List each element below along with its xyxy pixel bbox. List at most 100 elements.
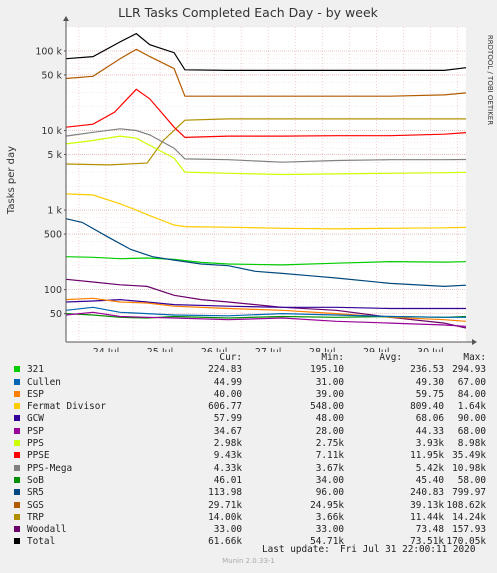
x-tick-label: 28 Jul: [309, 347, 336, 352]
legend-swatch: [14, 464, 20, 471]
legend-swatch: [14, 501, 20, 508]
legend-swatch: [14, 513, 20, 520]
y-tick-label: 500: [44, 230, 62, 241]
header-avg: Avg:: [379, 352, 402, 363]
header-max: Max:: [463, 352, 486, 363]
legend-name: PPS: [27, 438, 44, 450]
series-line-fermat-divisor: [65, 193, 467, 230]
legend-max: 84.00: [457, 388, 486, 400]
legend-avg: 11.95k: [410, 450, 444, 462]
legend-min: 54.71k: [310, 536, 344, 548]
legend-min: 548.00: [310, 401, 344, 413]
legend-cur: 33.00: [213, 524, 242, 536]
legend-swatch: [14, 427, 20, 434]
legend-name: GCW: [27, 413, 44, 425]
last-update-label: Last update:: [262, 544, 330, 555]
legend-row: Cullen 44.99 31.00 49.30 67.00: [0, 377, 497, 389]
legend-name: ESP: [27, 388, 44, 400]
legend-swatch: [14, 476, 20, 483]
y-tick-label: 100 k: [35, 46, 62, 57]
y-tick-label: 5 k: [47, 150, 62, 161]
y-tick-label: 50: [50, 309, 62, 320]
legend-swatch: [14, 390, 20, 397]
legend-min: 34.00: [315, 474, 344, 486]
x-tick-label: 27 Jul: [255, 347, 282, 352]
series-line-321: [65, 256, 467, 266]
plot-area: [66, 27, 466, 342]
legend-header: Cur: Min: Avg: Max:: [0, 352, 497, 364]
legend-min: 39.00: [315, 388, 344, 400]
legend-row: TRP 14.00k 3.66k 11.44k 14.24k: [0, 512, 497, 524]
legend-max: 8.98k: [457, 438, 486, 450]
legend-cur: 9.43k: [213, 450, 242, 462]
legend-cur: 61.66k: [208, 536, 242, 548]
x-tick-label: 24 Jul: [93, 347, 120, 352]
legend-max: 90.00: [457, 413, 486, 425]
legend-swatch: [14, 440, 20, 447]
legend-row: Woodall 33.00 33.00 73.48 157.93: [0, 524, 497, 536]
legend-name: Cullen: [27, 376, 61, 388]
legend-max: 1.64k: [457, 401, 486, 413]
legend-name: PPSE: [27, 450, 50, 462]
legend-max: 68.00: [457, 425, 486, 437]
legend-avg: 5.42k: [415, 462, 444, 474]
legend-swatch: [14, 538, 20, 545]
series-line-sgs: [65, 48, 467, 97]
header-min: Min:: [321, 352, 344, 363]
legend-name: Fermat Divisor: [27, 401, 107, 413]
legend-avg: 240.83: [410, 487, 444, 499]
legend-cur: 44.99: [213, 376, 242, 388]
legend-swatch: [14, 378, 20, 385]
legend-min: 24.95k: [310, 499, 344, 511]
legend-row: PPS 2.98k 2.75k 3.93k 8.98k: [0, 438, 497, 450]
legend-max: 67.00: [457, 376, 486, 388]
legend-row: SR5 113.98 96.00 240.83 799.97: [0, 487, 497, 499]
rrdtool-watermark: RRDTOOL / TOBI OETIKER: [486, 35, 494, 125]
legend-max: 58.00: [457, 474, 486, 486]
legend-min: 195.10: [310, 364, 344, 376]
chart-title: LLR Tasks Completed Each Day - by week: [118, 5, 379, 20]
legend-name: PPS-Mega: [27, 462, 73, 474]
legend-avg: 236.53: [410, 364, 444, 376]
y-tick-label: 10 k: [41, 126, 62, 137]
x-tick-label: 30 Jul: [417, 347, 444, 352]
legend-swatch: [14, 403, 20, 410]
legend-avg: 809.40: [410, 401, 444, 413]
legend-min: 48.00: [315, 413, 344, 425]
legend-row: GCW 57.99 48.00 68.06 90.00: [0, 413, 497, 425]
y-axis-arrow: [63, 16, 69, 21]
legend-avg: 49.30: [415, 376, 444, 388]
series-line-ppse: [65, 88, 467, 139]
series-line-psp: [65, 311, 467, 327]
legend-max: 294.93: [452, 364, 486, 376]
legend-min: 31.00: [315, 376, 344, 388]
legend-max: 108.62k: [446, 499, 486, 511]
legend-min: 3.66k: [315, 511, 344, 523]
legend-min: 96.00: [315, 487, 344, 499]
legend-name: SoB: [27, 474, 44, 486]
legend-max: 799.97: [452, 487, 486, 499]
legend-min: 28.00: [315, 425, 344, 437]
legend-name: TRP: [27, 511, 44, 523]
legend-cur: 40.00: [213, 388, 242, 400]
legend-row: PPSE 9.43k 7.11k 11.95k 35.49k: [0, 450, 497, 462]
y-tick-label: 1 k: [47, 206, 62, 217]
series-line-total: [65, 32, 467, 72]
legend-avg: 11.44k: [410, 511, 444, 523]
legend-name: 321: [27, 364, 44, 376]
munin-version: Munin 2.0.33-1: [222, 557, 275, 565]
series-line-cullen: [65, 306, 466, 318]
legend-row: PSP 34.67 28.00 44.33 68.00: [0, 426, 497, 438]
legend-row: PPS-Mega 4.33k 3.67k 5.42k 10.98k: [0, 463, 497, 475]
legend-row: Fermat Divisor 606.77 548.00 809.40 1.64k: [0, 401, 497, 413]
legend-swatch: [14, 366, 20, 373]
chart: 50 100 500 1 k 5 k 10 k 50 k 100 k 24 Jul 25 Jul…: [6, 5, 494, 352]
series-line-sr5: [65, 218, 467, 288]
series-line-gcw: [65, 298, 466, 310]
series-line-pps: [65, 135, 467, 176]
legend-name: SR5: [27, 487, 44, 499]
y-tick-label: 50 k: [41, 70, 62, 81]
legend-max: 10.98k: [452, 462, 486, 474]
legend-row: ESP 40.00 39.00 59.75 84.00: [0, 389, 497, 401]
legend-cur: 57.99: [213, 413, 242, 425]
